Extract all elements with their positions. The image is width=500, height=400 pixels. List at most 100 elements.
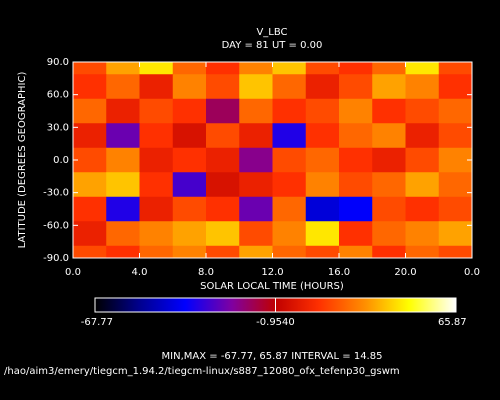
heatmap-cell xyxy=(206,74,240,100)
heatmap-cell xyxy=(73,147,107,173)
heatmap-cell xyxy=(206,172,240,198)
heatmap-cell xyxy=(339,245,373,258)
heatmap-cell xyxy=(305,147,340,173)
heatmap-cell xyxy=(339,147,373,173)
heatmap-cell xyxy=(339,62,373,75)
heatmap-cell xyxy=(305,221,340,247)
heatmap-cell xyxy=(106,172,140,198)
heatmap-cell xyxy=(438,62,472,75)
heatmap-cell xyxy=(172,62,207,75)
heatmap-cell xyxy=(106,245,140,258)
heatmap-cell xyxy=(272,74,307,100)
heatmap-cell xyxy=(405,196,440,222)
heatmap-cell xyxy=(106,98,140,124)
heatmap-cell xyxy=(438,98,472,124)
heatmap-cell xyxy=(73,221,107,247)
y-tick-label: 30.0 xyxy=(47,122,69,133)
x-tick-label: 8.0 xyxy=(198,267,214,278)
heatmap-cell xyxy=(106,221,140,247)
heatmap-cell xyxy=(405,74,440,100)
heatmap-cell xyxy=(272,123,307,149)
heatmap-cell xyxy=(139,147,174,173)
heatmap-cell xyxy=(172,123,207,149)
heatmap-cell xyxy=(438,172,472,198)
heatmap-cell xyxy=(305,123,340,149)
heatmap-cell xyxy=(206,62,240,75)
heatmap-cell xyxy=(239,196,273,222)
heatmap-cell xyxy=(139,172,174,198)
heatmap-cell xyxy=(206,196,240,222)
heatmap-cell xyxy=(239,245,273,258)
heatmap-cell xyxy=(206,123,240,149)
heatmap-cell xyxy=(372,62,406,75)
heatmap-cell xyxy=(272,221,307,247)
heatmap-cell xyxy=(438,147,472,173)
heatmap-cell xyxy=(339,172,373,198)
heatmap-cell xyxy=(305,172,340,198)
heatmap-cell xyxy=(272,62,307,75)
heatmap-cell xyxy=(73,172,107,198)
heatmap-cell xyxy=(239,221,273,247)
heatmap xyxy=(73,62,472,258)
y-tick-label: -90.0 xyxy=(43,253,69,264)
heatmap-cell xyxy=(73,196,107,222)
x-axis-label: SOLAR LOCAL TIME (HOURS) xyxy=(200,281,344,292)
heatmap-cell xyxy=(139,62,174,75)
x-tick-label: 0.0 xyxy=(65,267,81,278)
heatmap-cell xyxy=(239,147,273,173)
heatmap-cell xyxy=(139,98,174,124)
heatmap-cell xyxy=(139,196,174,222)
file-path: /hao/aim3/emery/tiegcm_1.94.2/tiegcm-lin… xyxy=(4,366,400,377)
x-tick-label: 12.0 xyxy=(261,267,283,278)
heatmap-cell xyxy=(405,123,440,149)
heatmap-cell xyxy=(339,74,373,100)
heatmap-cell xyxy=(172,245,207,258)
heatmap-cell xyxy=(139,221,174,247)
heatmap-cell xyxy=(139,245,174,258)
y-tick-label: 0.0 xyxy=(53,155,69,166)
heatmap-cell xyxy=(272,98,307,124)
heatmap-cell xyxy=(239,74,273,100)
heatmap-cell xyxy=(206,221,240,247)
y-tick-label: -30.0 xyxy=(43,188,69,199)
heatmap-cell xyxy=(106,74,140,100)
chart-subtitle: DAY = 81 UT = 0.00 xyxy=(222,40,323,51)
heatmap-cell xyxy=(339,123,373,149)
heatmap-cell xyxy=(372,196,406,222)
heatmap-cell xyxy=(305,245,340,258)
heatmap-cell xyxy=(239,172,273,198)
heatmap-cell xyxy=(139,74,174,100)
colorbar-tick-label: 65.87 xyxy=(438,317,467,328)
heatmap-cell xyxy=(139,123,174,149)
colorbar-tick-label: -67.77 xyxy=(81,317,113,328)
heatmap-cell xyxy=(106,123,140,149)
heatmap-cell xyxy=(438,196,472,222)
heatmap-cell xyxy=(405,245,440,258)
heatmap-cell xyxy=(305,62,340,75)
heatmap-cell xyxy=(372,172,406,198)
heatmap-cell xyxy=(438,221,472,247)
x-tick-label: 20.0 xyxy=(394,267,416,278)
heatmap-cell xyxy=(172,147,207,173)
heatmap-cell xyxy=(438,245,472,258)
heatmap-cell xyxy=(372,123,406,149)
heatmap-cell xyxy=(372,74,406,100)
heatmap-cell xyxy=(372,245,406,258)
heatmap-cell xyxy=(73,74,107,100)
heatmap-cell xyxy=(172,74,207,100)
heatmap-cell xyxy=(405,172,440,198)
x-tick-label: 0.0 xyxy=(464,267,480,278)
heatmap-cell xyxy=(239,62,273,75)
heatmap-cell xyxy=(206,147,240,173)
heatmap-cell xyxy=(305,196,340,222)
x-tick-label: 16.0 xyxy=(328,267,350,278)
heatmap-cell xyxy=(339,196,373,222)
heatmap-cell xyxy=(372,147,406,173)
heatmap-cell xyxy=(272,196,307,222)
heatmap-cell xyxy=(272,147,307,173)
heatmap-cell xyxy=(339,98,373,124)
heatmap-cell xyxy=(172,172,207,198)
y-axis-label: LATITUDE (DEGREES GEOGRAPHIC) xyxy=(17,72,28,249)
heatmap-cell xyxy=(438,74,472,100)
heatmap-cell xyxy=(272,172,307,198)
